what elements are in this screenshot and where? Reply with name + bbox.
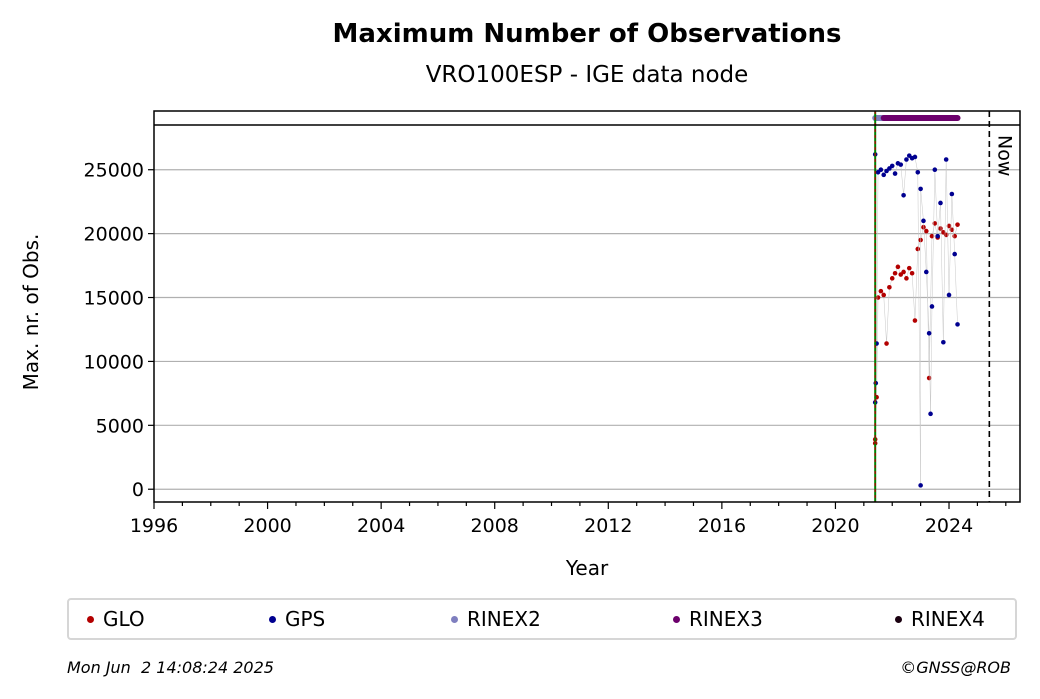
grid-lines	[154, 169, 1020, 490]
glo-point-6	[884, 341, 889, 346]
y-axis-label: Max. nr. of Obs.	[19, 234, 43, 391]
gps-point-9	[889, 163, 895, 169]
legend-label-rinex3: RINEX3	[689, 607, 763, 631]
gps-point-17	[912, 154, 918, 160]
x-axis-ticks: 1996 2000 2004 2008 2012 2016 2020 2024	[130, 502, 1007, 537]
glo-point-15	[909, 270, 915, 276]
gps-point-5	[878, 167, 884, 173]
y-tick-label-3: 15000	[84, 288, 144, 310]
x-tick-label-1: 2000	[243, 515, 291, 537]
gps-point-22	[924, 269, 929, 275]
gps-point-10	[892, 171, 898, 176]
reference-lines	[874, 111, 991, 502]
glo-point-3	[875, 295, 881, 300]
legend-label-gps: GPS	[285, 607, 326, 631]
legend-item-rinex4: RINEX4	[895, 607, 985, 631]
gps-point-19	[918, 483, 923, 488]
legend-label-rinex2: RINEX2	[467, 607, 541, 631]
gps-point-6	[881, 172, 887, 178]
x-tick-label-2: 2004	[357, 515, 405, 537]
rinex4-dot-icon	[895, 615, 902, 623]
glo-point-4	[878, 288, 884, 294]
x-tick-label-0: 1996	[130, 515, 178, 537]
rinex3-dot-icon	[673, 615, 680, 623]
chart-subtitle: VRO100ESP - IGE data node	[426, 62, 749, 88]
glo-dot-icon	[87, 615, 94, 623]
footer-timestamp: Mon Jun 2 14:08:24 2025	[67, 658, 274, 677]
gps-point-21	[921, 218, 926, 224]
glo-point-30	[952, 233, 957, 239]
glo-point-16	[912, 318, 918, 323]
legend-item-rinex2: RINEX2	[451, 607, 541, 631]
gps-point-34	[955, 322, 960, 327]
gps-point-33	[952, 251, 957, 257]
gps-dot-icon	[269, 615, 276, 623]
data-marks	[872, 152, 960, 488]
plot-frame	[153, 110, 1021, 503]
gps-point-12	[898, 162, 904, 167]
glo-point-23	[932, 221, 938, 226]
y-tick-label-4: 20000	[84, 224, 144, 246]
chart-canvas: Maximum Number of Observations VRO100ESP…	[19, 19, 1021, 580]
gps-point-30	[943, 157, 949, 162]
gps-point-32	[949, 191, 955, 197]
legend-item-rinex3: RINEX3	[673, 607, 763, 631]
glo-point-28	[946, 223, 952, 229]
gps-point-24	[928, 411, 933, 417]
x-tick-label-6: 2020	[811, 515, 859, 537]
y-tick-label-5: 25000	[84, 160, 144, 182]
now-label: Now	[993, 135, 1015, 176]
glo-point-9	[892, 270, 898, 276]
x-tick-label-7: 2024	[925, 515, 973, 537]
gps-point-28	[938, 200, 943, 206]
chart-title: Maximum Number of Observations	[333, 19, 842, 49]
gps-point-18	[915, 169, 921, 175]
gps-point-20	[918, 186, 923, 192]
glo-point-31	[955, 222, 960, 227]
legend: GLO GPS RINEX2 RINEX3 RINEX4	[67, 598, 1017, 640]
x-tick-label-4: 2012	[584, 515, 632, 537]
glo-point-13	[904, 276, 909, 281]
x-axis-label: Year	[565, 556, 609, 580]
glo-point-22	[929, 233, 935, 239]
gps-point-25	[929, 304, 935, 309]
glo-point-14	[906, 265, 912, 271]
glo-point-8	[889, 276, 895, 281]
legend-label-glo: GLO	[103, 607, 145, 631]
gps-point-31	[946, 292, 952, 298]
glo-point-20	[924, 228, 929, 234]
glo-point-12	[901, 269, 906, 275]
gps-point-23	[926, 331, 932, 336]
legend-label-rinex4: RINEX4	[911, 607, 985, 631]
legend-item-glo: GLO	[87, 607, 145, 631]
legend-item-gps: GPS	[269, 607, 325, 631]
x-tick-label-5: 2016	[698, 515, 746, 537]
glo-connector	[874, 223, 958, 444]
y-tick-label-0: 0	[132, 479, 144, 501]
gps-point-29	[941, 339, 946, 345]
glo-point-17	[915, 246, 921, 252]
y-tick-label-2: 10000	[84, 351, 144, 373]
glo-point-7	[887, 285, 892, 290]
y-axis-ticks: 0 5000 10000 15000 20000 25000	[84, 160, 154, 501]
gps-point-13	[901, 192, 906, 198]
glo-point-10	[895, 264, 901, 270]
gps-point-26	[932, 167, 938, 173]
gps-point-27	[935, 233, 940, 239]
y-tick-label-1: 5000	[96, 415, 144, 437]
footer-copyright: ©GNSS@ROB	[900, 658, 1011, 677]
x-tick-label-3: 2008	[471, 515, 519, 537]
glo-point-19	[921, 224, 926, 230]
glo-point-21	[926, 375, 932, 381]
rinex2-dot-icon	[451, 615, 458, 623]
glo-point-5	[881, 292, 887, 298]
glo-point-25	[938, 226, 943, 231]
gps-point-14	[904, 157, 909, 162]
